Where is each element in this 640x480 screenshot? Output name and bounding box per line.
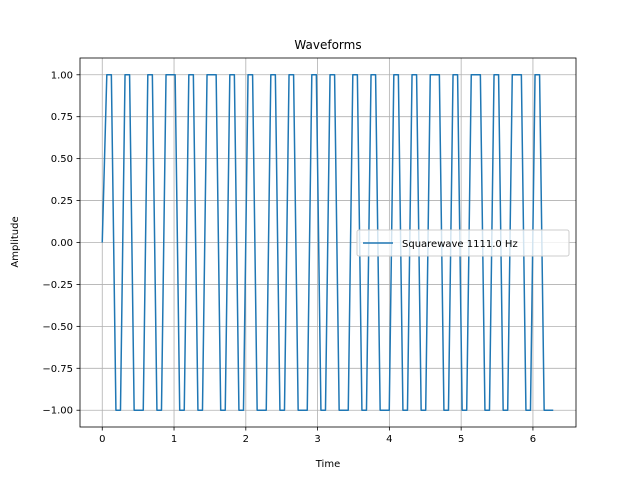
x-tick-label: 2 [243, 434, 249, 445]
series-line-0 [101, 74, 554, 411]
x-tick-label: 3 [314, 434, 320, 445]
data-series [101, 74, 554, 411]
y-tick-label: −0.75 [42, 364, 73, 375]
y-tick-label: −1.00 [42, 406, 73, 417]
x-ticks: 0 1 2 3 4 5 6 [99, 427, 536, 445]
y-tick-label: 1.00 [51, 70, 73, 81]
x-axis-label: Time [315, 459, 340, 470]
legend-label-squarewave: Squarewave 1111.0 Hz [402, 239, 518, 250]
y-tick-label: −0.25 [42, 280, 73, 291]
y-tick-label: 0.50 [51, 154, 73, 165]
legend-box [356, 229, 570, 257]
y-ticks: −1.00 −0.75 −0.50 −0.25 0.00 0.25 0.50 0.75 1.00 [42, 70, 80, 417]
chart-title: Waveforms [294, 38, 361, 52]
y-tick-label: −0.50 [42, 322, 73, 333]
y-tick-label: 0.25 [51, 196, 73, 207]
x-tick-label: 4 [386, 434, 392, 445]
x-tick-label: 5 [458, 434, 464, 445]
x-tick-label: 0 [99, 434, 105, 445]
y-tick-label: 0.75 [51, 112, 73, 123]
x-tick-label: 6 [530, 434, 536, 445]
x-tick-label: 1 [171, 434, 177, 445]
y-tick-label: 0.00 [51, 238, 73, 249]
legend: Squarewave 1111.0 Hz [356, 229, 570, 257]
y-axis-label: Amplitude [10, 216, 21, 267]
